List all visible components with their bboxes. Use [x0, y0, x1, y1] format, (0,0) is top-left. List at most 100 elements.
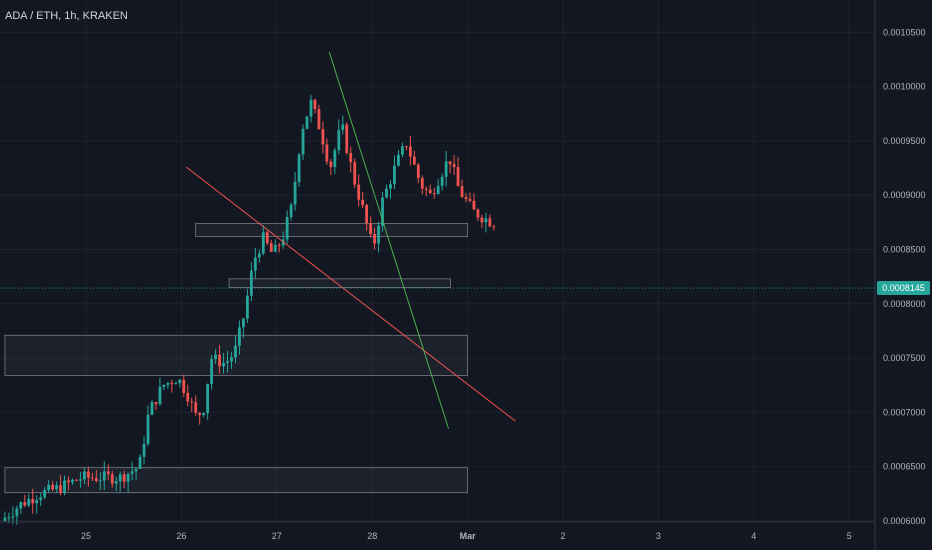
candle-up	[174, 383, 178, 385]
candles	[3, 94, 496, 525]
current-price-label[interactable]: 0.0008145	[877, 281, 930, 296]
candle-up	[285, 217, 289, 240]
candle-up	[381, 197, 384, 226]
candle-up	[238, 327, 241, 346]
candle-down	[23, 502, 27, 506]
x-tick-label: 4	[751, 531, 756, 541]
candle-down	[31, 498, 35, 504]
candle-up	[43, 489, 47, 498]
x-tick-label: 25	[81, 531, 91, 541]
candle-up	[7, 517, 11, 519]
candle-up	[178, 379, 182, 384]
candle-down	[182, 379, 186, 393]
candle-up	[83, 471, 86, 480]
y-tick-label: 0.0009000	[883, 190, 926, 200]
candle-down	[404, 146, 408, 148]
zone-box	[4, 467, 469, 494]
candle-up	[166, 382, 170, 385]
candle-up	[301, 128, 305, 155]
y-tick-label: 0.0007500	[883, 353, 926, 363]
candle-down	[428, 189, 432, 194]
candle-down	[345, 124, 349, 154]
y-tick-label: 0.0009500	[883, 136, 926, 146]
trendline-support	[185, 166, 516, 422]
candle-down	[369, 223, 373, 235]
candle-down	[170, 382, 174, 385]
candle-down	[190, 401, 194, 403]
candle-up	[436, 185, 440, 194]
candle-up	[230, 357, 233, 362]
candle-down	[424, 188, 428, 190]
x-tick-label: 5	[847, 531, 852, 541]
candle-down	[468, 198, 472, 201]
candle-up	[333, 150, 337, 168]
candle-down	[373, 234, 376, 244]
plot-background	[0, 0, 875, 522]
candle-up	[234, 345, 237, 358]
candle-up	[397, 154, 400, 166]
y-tick-label: 0.0008500	[883, 245, 926, 255]
candle-up	[126, 473, 130, 482]
candle-down	[218, 354, 221, 367]
candle-up	[222, 362, 225, 367]
candle-up	[484, 218, 488, 223]
y-tick-label: 0.0006500	[883, 462, 926, 472]
grid	[0, 0, 875, 522]
candle-down	[357, 184, 361, 200]
candle-up	[146, 414, 150, 444]
candle-down	[480, 217, 484, 223]
trendlines	[185, 51, 516, 429]
chart-title: ADA / ETH, 1h, KRAKEN	[5, 10, 128, 22]
candle-up	[377, 225, 380, 244]
candle-up	[98, 480, 102, 482]
candle-up	[130, 471, 134, 474]
candle-down	[361, 199, 365, 206]
candle-down	[106, 471, 110, 475]
candle-up	[138, 456, 142, 469]
candle-down	[317, 109, 321, 130]
candle-up	[19, 502, 23, 509]
candle-up	[444, 161, 448, 177]
candle-down	[75, 479, 78, 481]
candle-up	[39, 497, 43, 501]
x-tick-label: 27	[272, 531, 282, 541]
candle-up	[35, 500, 39, 504]
candle-down	[349, 153, 353, 163]
y-tick-label: 0.0010500	[883, 27, 926, 37]
candle-down	[464, 197, 468, 199]
candle-up	[202, 413, 206, 416]
y-axis-ticks: 0.0010500 0.0010000 0.0009500 0.0009000 0.00…	[883, 27, 926, 526]
candle-up	[134, 468, 138, 472]
candle-down	[198, 412, 202, 416]
candle-up	[47, 484, 51, 490]
candle-down	[277, 244, 281, 246]
y-tick-label: 0.0007000	[883, 407, 926, 417]
candle-up	[71, 479, 74, 483]
candle-up	[226, 361, 229, 363]
candle-up	[389, 184, 392, 189]
candle-down	[122, 474, 126, 482]
candle-down	[412, 156, 416, 165]
candle-down	[476, 209, 480, 218]
candle-up	[293, 181, 297, 205]
candle-down	[472, 200, 476, 210]
candle-down	[420, 177, 424, 189]
candle-up	[309, 99, 313, 117]
y-tick-label: 0.0008000	[883, 299, 926, 309]
x-axis-ticks: 25 26 27 28 Mar 2 3 4 5	[81, 531, 852, 541]
candle-up	[242, 318, 245, 328]
candle-up	[114, 481, 118, 484]
candle-down	[460, 186, 464, 198]
candle-down	[353, 162, 357, 185]
candle-down	[90, 477, 94, 479]
candle-down	[51, 484, 55, 490]
current-price-value: 0.0008145	[882, 283, 925, 293]
candle-up	[162, 384, 166, 387]
x-tick-label: 26	[176, 531, 186, 541]
candle-up	[257, 253, 261, 258]
candle-down	[432, 193, 436, 195]
x-tick-label: Mar	[460, 531, 477, 541]
candle-up	[249, 270, 253, 296]
